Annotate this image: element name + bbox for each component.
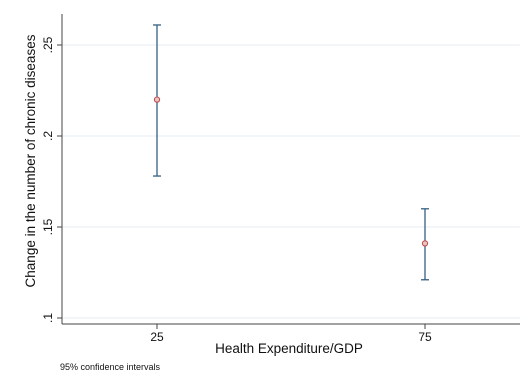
y-tick-label: .15	[41, 218, 55, 235]
y-tick-label: .25	[41, 36, 55, 53]
y-axis-title: Change in the number of chronic diseases	[23, 34, 38, 287]
x-tick-label: 75	[418, 330, 432, 344]
mark-layer	[153, 24, 429, 281]
axis-layer: .1 .15 .2 .25 25 75	[41, 14, 520, 344]
footnote: 95% confidence intervals	[60, 362, 161, 372]
grid-layer	[62, 44, 520, 319]
y-tick-label: .2	[41, 131, 55, 141]
point-estimate	[153, 96, 161, 103]
x-axis-title: Health Expenditure/GDP	[215, 341, 363, 356]
plot-area	[62, 14, 520, 324]
point-estimate	[421, 240, 429, 247]
x-tick-label: 25	[150, 330, 164, 344]
y-tick-label: .1	[41, 313, 55, 323]
